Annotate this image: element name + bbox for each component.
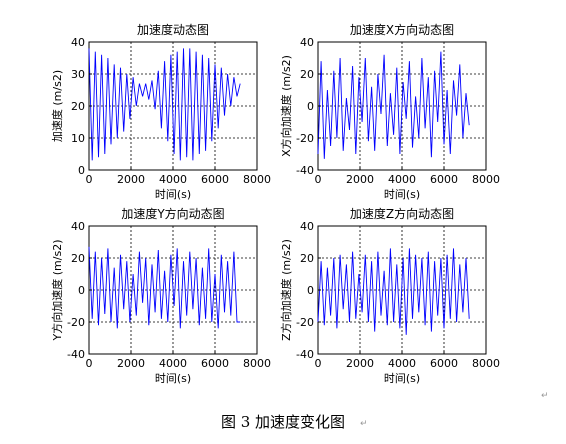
x-tick-label: 0 bbox=[86, 357, 93, 370]
y-tick-label: 40 bbox=[71, 220, 85, 233]
x-tick-label: 2000 bbox=[346, 173, 374, 186]
y-tick-label: -20 bbox=[296, 132, 314, 145]
y-tick-label: 30 bbox=[71, 68, 85, 81]
y-tick-label: 40 bbox=[71, 36, 85, 49]
chart-title: 加速度Z方向动态图 bbox=[350, 206, 454, 221]
chart-title: 加速度Y方向动态图 bbox=[121, 206, 224, 221]
y-tick-label: 0 bbox=[78, 284, 85, 297]
x-axis-label: 时间(s) bbox=[384, 188, 420, 201]
y-tick-label: 0 bbox=[307, 284, 314, 297]
series-line bbox=[88, 48, 241, 161]
chart-panel-4: 0 2000 4000 6000 8000 -40 -20 0 20 40 加速度Z方向动态图时间(… bbox=[279, 206, 500, 385]
x-tick-label: 6000 bbox=[201, 173, 229, 186]
x-tick-label: 2000 bbox=[117, 173, 145, 186]
x-axis-label: 时间(s) bbox=[155, 188, 191, 201]
x-tick-label: 6000 bbox=[430, 173, 458, 186]
y-tick-label: 40 bbox=[300, 220, 314, 233]
y-tick-label: -40 bbox=[296, 164, 314, 177]
paragraph-mark-icon: ↵ bbox=[360, 419, 368, 429]
paragraph-mark-icon: ↵ bbox=[541, 391, 549, 401]
x-tick-label: 4000 bbox=[159, 173, 187, 186]
y-tick-label: 20 bbox=[71, 252, 85, 265]
y-axis-label: 加速度 (m/s2) bbox=[50, 70, 64, 142]
x-tick-label: 6000 bbox=[201, 357, 229, 370]
series-line bbox=[317, 248, 470, 335]
y-tick-label: -20 bbox=[67, 316, 85, 329]
x-tick-label: 0 bbox=[315, 357, 322, 370]
figure-caption: 图 3 加速度变化图 bbox=[220, 413, 346, 431]
y-tick-label: 20 bbox=[300, 252, 314, 265]
series-line bbox=[317, 51, 470, 159]
y-tick-label: 40 bbox=[300, 36, 314, 49]
y-tick-label: 20 bbox=[71, 100, 85, 113]
y-axis-label: Z方向加速度 (m/s2) bbox=[279, 239, 293, 341]
series-line bbox=[88, 246, 241, 329]
y-axis-label: Y方向加速度 (m/s2) bbox=[50, 240, 64, 342]
x-tick-label: 0 bbox=[86, 173, 93, 186]
x-tick-label: 4000 bbox=[388, 357, 416, 370]
y-axis-label: X方向加速度 (m/s2) bbox=[279, 55, 293, 157]
x-tick-label: 8000 bbox=[243, 357, 271, 370]
x-axis-label: 时间(s) bbox=[155, 372, 191, 385]
x-tick-label: 2000 bbox=[346, 357, 374, 370]
y-tick-label: 0 bbox=[78, 164, 85, 177]
x-axis-label: 时间(s) bbox=[384, 372, 420, 385]
y-tick-label: 0 bbox=[307, 100, 314, 113]
chart-title: 加速度X方向动态图 bbox=[350, 22, 454, 37]
x-tick-label: 8000 bbox=[472, 173, 500, 186]
y-tick-label: -40 bbox=[296, 348, 314, 361]
x-tick-label: 0 bbox=[315, 173, 322, 186]
x-tick-label: 8000 bbox=[472, 357, 500, 370]
y-tick-label: 10 bbox=[71, 132, 85, 145]
chart-panel-3: 0 2000 4000 6000 8000 -40 -20 0 20 40 加速度Y方向动态图时间(… bbox=[50, 206, 271, 385]
x-tick-label: 8000 bbox=[243, 173, 271, 186]
x-tick-label: 4000 bbox=[388, 173, 416, 186]
x-tick-label: 4000 bbox=[159, 357, 187, 370]
chart-title: 加速度动态图 bbox=[137, 22, 209, 37]
y-tick-label: -40 bbox=[67, 348, 85, 361]
x-tick-label: 2000 bbox=[117, 357, 145, 370]
chart-panel-2: 0 2000 4000 6000 8000 -40 -20 0 20 40 加速度X方向动态图时间(… bbox=[279, 22, 500, 201]
y-tick-label: 20 bbox=[300, 68, 314, 81]
x-tick-label: 6000 bbox=[430, 357, 458, 370]
y-tick-label: -20 bbox=[296, 316, 314, 329]
